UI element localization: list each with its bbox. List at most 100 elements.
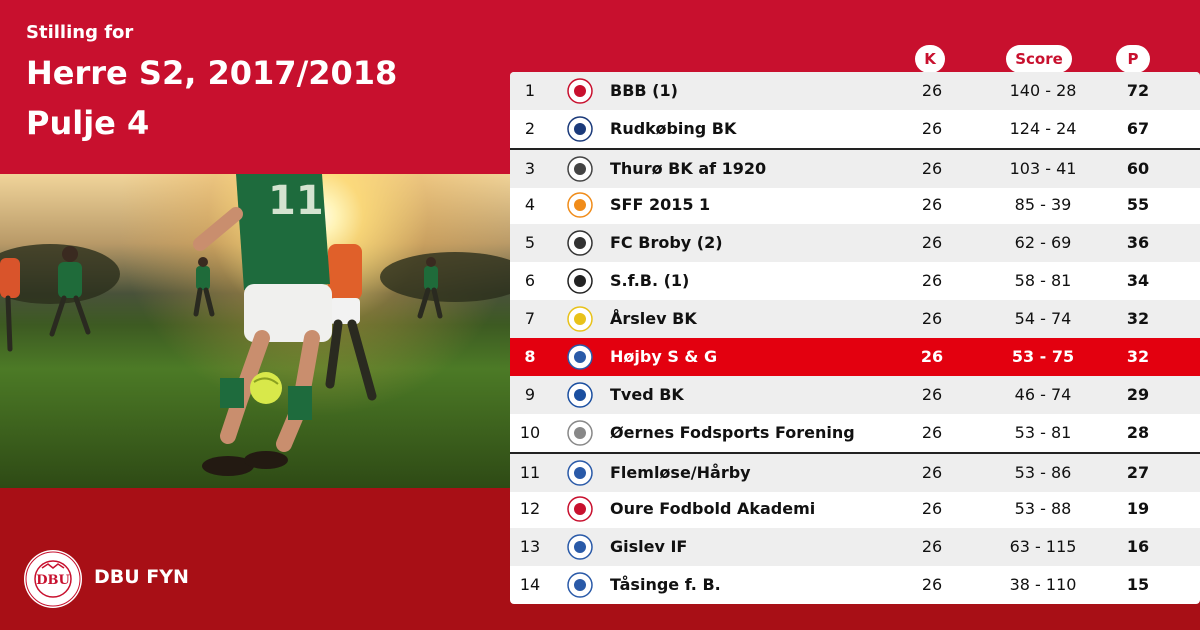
table-row: 1 BBB (1) 26 140 - 28 72 — [510, 72, 1200, 110]
team-name: Flemløse/Hårby — [610, 463, 751, 482]
table-row: 5 FC Broby (2) 26 62 - 69 36 — [510, 224, 1200, 262]
points-cell: 16 — [1126, 537, 1150, 556]
team-name: Tved BK — [610, 385, 684, 404]
points-cell: 72 — [1126, 81, 1150, 100]
team-name: Rudkøbing BK — [610, 119, 737, 138]
team-name: Årslev BK — [610, 309, 697, 328]
score-cell: 58 - 81 — [1014, 271, 1072, 290]
column-header-k: K — [915, 45, 945, 73]
team-name: S.f.B. (1) — [610, 271, 690, 290]
position-cell: 13 — [519, 537, 541, 556]
club-crest-icon — [567, 230, 593, 256]
matches-cell: 26 — [921, 195, 943, 214]
team-name: BBB (1) — [610, 81, 678, 100]
team-name: Oure Fodbold Akademi — [610, 499, 816, 518]
club-crest-icon — [567, 496, 593, 522]
score-cell: 85 - 39 — [1014, 195, 1072, 214]
score-cell: 103 - 41 — [1009, 159, 1077, 178]
team-name: Gislev IF — [610, 537, 688, 556]
table-row: 7 Årslev BK 26 54 - 74 32 — [510, 300, 1200, 338]
position-cell: 11 — [519, 463, 541, 482]
matches-cell: 26 — [921, 499, 943, 518]
points-cell: 34 — [1126, 271, 1150, 290]
club-crest-icon — [567, 78, 593, 104]
table-row: 11 Flemløse/Hårby 26 53 - 86 27 — [510, 452, 1200, 492]
club-crest-icon — [567, 192, 593, 218]
brand-name: DBU FYN — [94, 566, 189, 588]
score-cell: 54 - 74 — [1014, 309, 1072, 328]
matches-cell: 26 — [920, 347, 944, 366]
table-row: 6 S.f.B. (1) 26 58 - 81 34 — [510, 262, 1200, 300]
score-cell: 63 - 115 — [1009, 537, 1077, 556]
position-cell: 2 — [524, 119, 536, 138]
table-row: 8 Højby S & G 26 53 - 75 32 — [510, 338, 1200, 376]
score-cell: 62 - 69 — [1014, 233, 1072, 252]
column-header-score: Score — [1006, 45, 1072, 73]
position-cell: 3 — [524, 159, 536, 178]
club-crest-icon — [567, 572, 593, 598]
points-cell: 60 — [1126, 159, 1150, 178]
football-photo: 11 — [0, 174, 510, 488]
score-cell: 53 - 86 — [1014, 463, 1072, 482]
position-cell: 7 — [524, 309, 536, 328]
matches-cell: 26 — [921, 233, 943, 252]
points-cell: 67 — [1126, 119, 1150, 138]
matches-cell: 26 — [921, 575, 943, 594]
club-crest-icon — [567, 534, 593, 560]
position-cell: 10 — [519, 423, 541, 442]
score-cell: 53 - 88 — [1014, 499, 1072, 518]
position-cell: 9 — [524, 385, 536, 404]
points-cell: 15 — [1126, 575, 1150, 594]
position-cell: 8 — [524, 347, 536, 366]
team-name: Højby S & G — [610, 347, 718, 366]
points-cell: 19 — [1126, 499, 1150, 518]
matches-cell: 26 — [921, 119, 943, 138]
score-cell: 140 - 28 — [1009, 81, 1077, 100]
points-cell: 32 — [1126, 309, 1150, 328]
table-row: 13 Gislev IF 26 63 - 115 16 — [510, 528, 1200, 566]
table-row: 10 Øernes Fodsports Forening 26 53 - 81 28 — [510, 414, 1200, 452]
club-crest-icon — [567, 156, 593, 182]
position-cell: 6 — [524, 271, 536, 290]
position-cell: 14 — [519, 575, 541, 594]
matches-cell: 26 — [921, 423, 943, 442]
page-title: Herre S2, 2017/2018 — [26, 54, 398, 92]
matches-cell: 26 — [921, 463, 943, 482]
points-cell: 32 — [1126, 347, 1150, 366]
club-crest-icon — [567, 306, 593, 332]
standings-table: 1 BBB (1) 26 140 - 28 72 2 Rudkøbing BK 26 124 -… — [510, 72, 1200, 604]
points-cell: 27 — [1126, 463, 1150, 482]
pool-title: Pulje 4 — [26, 104, 150, 142]
matches-cell: 26 — [921, 159, 943, 178]
team-name: Thurø BK af 1920 — [610, 159, 767, 178]
table-row: 4 SFF 2015 1 26 85 - 39 55 — [510, 186, 1200, 224]
team-name: Øernes Fodsports Forening — [610, 423, 855, 442]
dbu-crest-icon: DBU — [24, 550, 82, 608]
svg-text:DBU: DBU — [36, 573, 70, 588]
club-crest-icon — [567, 344, 593, 370]
points-cell: 28 — [1126, 423, 1150, 442]
club-crest-icon — [567, 420, 593, 446]
column-header-p: P — [1116, 45, 1150, 73]
score-cell: 124 - 24 — [1009, 119, 1077, 138]
team-name: SFF 2015 1 — [610, 195, 711, 214]
position-cell: 5 — [524, 233, 536, 252]
table-row: 9 Tved BK 26 46 - 74 29 — [510, 376, 1200, 414]
points-cell: 55 — [1126, 195, 1150, 214]
score-cell: 38 - 110 — [1009, 575, 1077, 594]
club-crest-icon — [567, 268, 593, 294]
table-row: 2 Rudkøbing BK 26 124 - 24 67 — [510, 110, 1200, 148]
team-name: FC Broby (2) — [610, 233, 723, 252]
club-crest-icon — [567, 460, 593, 486]
position-cell: 1 — [524, 81, 536, 100]
table-row: 14 Tåsinge f. B. 26 38 - 110 15 — [510, 566, 1200, 604]
matches-cell: 26 — [921, 385, 943, 404]
score-cell: 53 - 75 — [1011, 347, 1075, 366]
svg-text:11: 11 — [268, 178, 324, 224]
score-cell: 46 - 74 — [1014, 385, 1072, 404]
club-crest-icon — [567, 116, 593, 142]
club-crest-icon — [567, 382, 593, 408]
position-cell: 12 — [519, 499, 541, 518]
table-row: 3 Thurø BK af 1920 26 103 - 41 60 — [510, 148, 1200, 188]
matches-cell: 26 — [921, 81, 943, 100]
